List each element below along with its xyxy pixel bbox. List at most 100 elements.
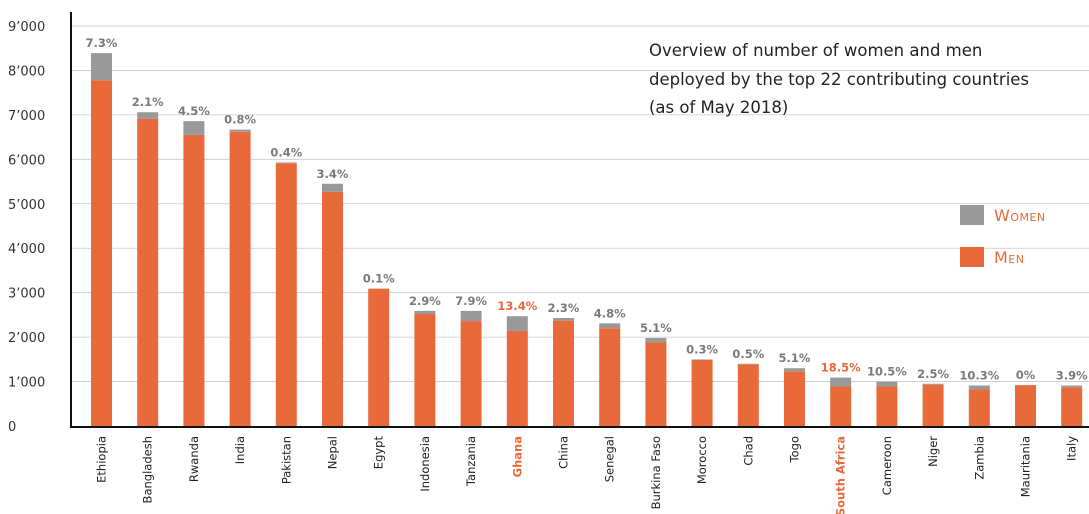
pct-label-nepal: 3.4% — [317, 167, 349, 181]
pct-label-pakistan: 0.4% — [270, 145, 302, 159]
bar-men-tanzania — [460, 321, 482, 426]
bar-women-rwanda — [183, 121, 205, 135]
x-tick-label-india: India — [233, 436, 247, 464]
x-tick-label-morocco: Morocco — [695, 436, 709, 484]
x-tick-label-togo: Togo — [788, 436, 802, 463]
pct-label-morocco: 0.3% — [686, 342, 718, 356]
x-tick-label-china: China — [557, 436, 571, 469]
x-tick-label-mauritania: Mauritania — [1019, 436, 1033, 497]
bar-women-ghana — [506, 316, 528, 331]
x-tick-label-tanzania: Tanzania — [464, 436, 478, 487]
bar-men-chad — [737, 364, 759, 426]
x-tick-label-italy: Italy — [1065, 436, 1079, 461]
x-tick-label-pakistan: Pakistan — [279, 436, 293, 484]
pct-label-cameroon: 10.5% — [867, 365, 907, 379]
pct-label-rwanda: 4.5% — [178, 104, 210, 118]
bar-men-bangladesh — [137, 118, 159, 426]
bar-women-ethiopia — [91, 53, 112, 81]
bar-men-niger — [922, 384, 944, 426]
x-tick-label-rwanda: Rwanda — [187, 436, 201, 482]
bar-men-indonesia — [414, 314, 436, 426]
pct-label-bangladesh: 2.1% — [132, 95, 164, 109]
bar-women-china — [553, 318, 574, 321]
bar-women-burkina-faso — [645, 338, 667, 343]
x-axis: Ethiopia Bangladesh Rwanda India Pakistan Nep… — [70, 426, 1089, 514]
x-tick-label-bangladesh: Bangladesh — [141, 436, 155, 503]
pct-label-ghana: 13.4% — [497, 299, 537, 313]
pct-label-mauritania: 0% — [1016, 368, 1036, 382]
chart-title: Overview of number of women and men depl… — [649, 41, 1029, 117]
x-tick-label-cameroon: Cameroon — [880, 436, 894, 495]
pct-label-south-africa: 18.5% — [821, 361, 861, 375]
bar-women-zambia — [968, 385, 990, 390]
legend-swatch-men — [960, 247, 984, 267]
pct-label-burkina-faso: 5.1% — [640, 321, 672, 335]
x-tick-label-ethiopia: Ethiopia — [95, 436, 109, 483]
pct-label-tanzania: 7.9% — [455, 294, 487, 308]
bar-men-italy — [1061, 387, 1083, 426]
legend-swatch-women — [960, 205, 984, 225]
bar-men-senegal — [599, 328, 621, 426]
bar-women-indonesia — [414, 310, 436, 314]
bar-women-india — [229, 129, 251, 132]
bar-men-mauritania — [1015, 385, 1036, 426]
bar-men-burkina-faso — [645, 342, 667, 426]
y-tick-label: 6’000 — [8, 153, 45, 168]
title-line-2: deployed by the top 22 contributing coun… — [649, 70, 1029, 89]
pct-label-senegal: 4.8% — [594, 306, 626, 320]
pct-label-zambia: 10.3% — [959, 369, 999, 383]
bar-men-morocco — [691, 359, 713, 426]
title-line-1: Overview of number of women and men — [649, 41, 982, 60]
bar-women-italy — [1061, 385, 1083, 388]
pct-label-chad: 0.5% — [732, 347, 764, 361]
bar-men-nepal — [322, 191, 343, 426]
bar-men-pakistan — [275, 163, 297, 427]
y-tick-label: 0 — [8, 420, 16, 435]
y-tick-label: 7’000 — [8, 109, 45, 124]
pct-label-china: 2.3% — [548, 301, 580, 315]
bar-women-south-africa — [830, 377, 852, 387]
pct-label-egypt: 0.1% — [363, 272, 395, 286]
bar-women-bangladesh — [137, 112, 159, 119]
bar-women-nepal — [322, 183, 343, 192]
x-tick-label-ghana: Ghana — [510, 436, 524, 477]
bar-men-india — [229, 131, 251, 426]
bar-men-south-africa — [830, 386, 852, 426]
x-tick-label-senegal: Senegal — [603, 436, 617, 482]
y-tick-label: 2’000 — [8, 331, 45, 346]
pct-label-ethiopia: 7.3% — [86, 36, 118, 50]
bar-men-togo — [784, 371, 805, 426]
pct-label-indonesia: 2.9% — [409, 294, 441, 308]
y-tick-label: 9’000 — [8, 20, 45, 35]
x-tick-label-burkina-faso: Burkina Faso — [649, 436, 663, 509]
y-tick-label: 5’000 — [8, 198, 45, 213]
bars — [91, 53, 1083, 427]
legend-label-women: Women — [994, 206, 1046, 225]
pct-label-niger: 2.5% — [917, 367, 949, 381]
y-tick-label: 4’000 — [8, 242, 45, 257]
percentage-labels: 7.3% 2.1% 4.5% 0.8% 0.4% 3.4% 0.1% 2.9% 7.9% 13.4… — [86, 36, 1089, 382]
bar-women-niger — [922, 383, 944, 385]
pct-label-india: 0.8% — [224, 113, 256, 127]
bar-men-cameroon — [876, 386, 898, 426]
bar-women-togo — [784, 368, 805, 372]
bar-women-senegal — [599, 323, 621, 329]
title-line-3: (as of May 2018) — [649, 98, 788, 117]
x-tick-label-chad: Chad — [741, 436, 755, 466]
x-tick-label-niger: Niger — [926, 436, 940, 467]
bar-men-rwanda — [183, 134, 205, 426]
x-tick-label-indonesia: Indonesia — [418, 436, 432, 492]
bar-women-tanzania — [460, 310, 482, 322]
bar-men-ethiopia — [91, 80, 112, 426]
bar-men-china — [553, 320, 574, 426]
y-tick-label: 3’000 — [8, 287, 45, 302]
x-tick-label-south-africa: South Africa — [834, 436, 848, 514]
x-tick-label-nepal: Nepal — [326, 436, 340, 469]
bar-men-ghana — [506, 330, 528, 426]
pct-label-italy: 3.9% — [1056, 369, 1088, 383]
legend-label-men: Men — [994, 248, 1024, 267]
bar-men-egypt — [368, 288, 390, 426]
y-tick-label: 8’000 — [8, 64, 45, 79]
bar-men-zambia — [968, 389, 990, 426]
